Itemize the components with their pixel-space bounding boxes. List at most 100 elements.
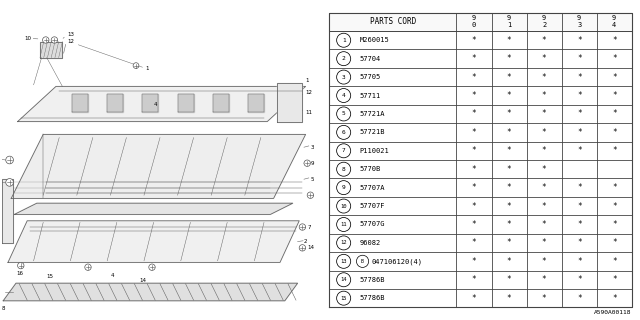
Text: 12: 12 (340, 240, 347, 245)
Text: 11: 11 (340, 222, 347, 227)
Text: 1: 1 (342, 38, 346, 43)
Text: M260015: M260015 (360, 37, 389, 43)
Text: *: * (577, 36, 582, 45)
Circle shape (133, 63, 139, 68)
Text: PARTS CORD: PARTS CORD (370, 17, 416, 26)
Text: 1: 1 (306, 77, 309, 83)
Polygon shape (72, 94, 88, 112)
Text: *: * (472, 294, 476, 303)
Text: *: * (612, 183, 616, 192)
Text: 57707F: 57707F (360, 203, 385, 209)
Text: *: * (612, 294, 616, 303)
Text: *: * (577, 91, 582, 100)
Circle shape (6, 179, 13, 186)
Text: *: * (472, 128, 476, 137)
Text: *: * (507, 275, 511, 284)
Text: *: * (472, 275, 476, 284)
Text: *: * (542, 183, 547, 192)
Polygon shape (11, 134, 306, 198)
Text: 57707G: 57707G (360, 221, 385, 228)
Text: 96082: 96082 (360, 240, 381, 246)
Text: *: * (612, 202, 616, 211)
Text: 3: 3 (342, 75, 346, 80)
Text: *: * (577, 220, 582, 229)
Circle shape (148, 264, 155, 270)
Text: *: * (577, 183, 582, 192)
Text: 9
0: 9 0 (472, 15, 476, 28)
Circle shape (304, 160, 310, 166)
Text: *: * (542, 36, 547, 45)
Text: *: * (577, 257, 582, 266)
Polygon shape (2, 179, 13, 243)
Text: *: * (507, 109, 511, 118)
Text: 7: 7 (307, 225, 310, 229)
Polygon shape (212, 94, 229, 112)
Polygon shape (107, 94, 123, 112)
Text: 14: 14 (307, 245, 314, 250)
Polygon shape (330, 12, 632, 31)
Text: *: * (612, 238, 616, 247)
Text: *: * (577, 202, 582, 211)
Text: *: * (612, 54, 616, 63)
Text: *: * (542, 91, 547, 100)
Circle shape (6, 156, 13, 164)
Text: 10: 10 (340, 204, 347, 209)
Text: 9: 9 (310, 161, 314, 166)
Text: 15: 15 (46, 274, 53, 279)
Polygon shape (8, 221, 299, 262)
Text: *: * (542, 128, 547, 137)
Text: 4: 4 (111, 273, 114, 278)
Text: *: * (472, 54, 476, 63)
Text: *: * (577, 128, 582, 137)
Text: 9
2: 9 2 (542, 15, 547, 28)
Text: *: * (612, 109, 616, 118)
Text: *: * (577, 54, 582, 63)
Text: *: * (507, 36, 511, 45)
Text: *: * (542, 220, 547, 229)
Text: 10: 10 (24, 36, 31, 41)
Text: 57704: 57704 (360, 56, 381, 62)
Text: *: * (542, 165, 547, 174)
Circle shape (18, 262, 24, 269)
Text: *: * (507, 91, 511, 100)
Text: 13: 13 (340, 259, 347, 264)
Text: *: * (577, 73, 582, 82)
Text: 2: 2 (342, 56, 346, 61)
Text: 7: 7 (342, 148, 346, 153)
Text: *: * (612, 128, 616, 137)
Text: *: * (472, 238, 476, 247)
Text: 4: 4 (154, 101, 157, 107)
Circle shape (42, 37, 49, 43)
Text: *: * (612, 220, 616, 229)
Text: 9
3: 9 3 (577, 15, 581, 28)
Text: *: * (542, 238, 547, 247)
Text: 14: 14 (340, 277, 347, 282)
Text: 4: 4 (342, 93, 346, 98)
Text: *: * (507, 183, 511, 192)
Text: 57786B: 57786B (360, 277, 385, 283)
Text: *: * (472, 91, 476, 100)
Text: 6: 6 (342, 130, 346, 135)
Text: B: B (361, 259, 364, 264)
Text: 8: 8 (2, 306, 5, 311)
Text: *: * (542, 275, 547, 284)
Text: *: * (542, 294, 547, 303)
Text: *: * (507, 73, 511, 82)
Text: *: * (612, 91, 616, 100)
Text: 5: 5 (342, 111, 346, 116)
Circle shape (307, 192, 314, 198)
Text: 57711: 57711 (360, 92, 381, 99)
Text: 2: 2 (304, 239, 307, 244)
Text: *: * (507, 128, 511, 137)
Text: *: * (507, 220, 511, 229)
Text: *: * (577, 109, 582, 118)
Text: 9: 9 (342, 185, 346, 190)
Text: 57721B: 57721B (360, 129, 385, 135)
Circle shape (84, 264, 92, 270)
Text: 12: 12 (67, 39, 74, 44)
Text: *: * (612, 36, 616, 45)
Text: 11: 11 (306, 109, 312, 115)
Text: *: * (612, 146, 616, 155)
Text: 13: 13 (67, 32, 74, 37)
Text: *: * (542, 54, 547, 63)
